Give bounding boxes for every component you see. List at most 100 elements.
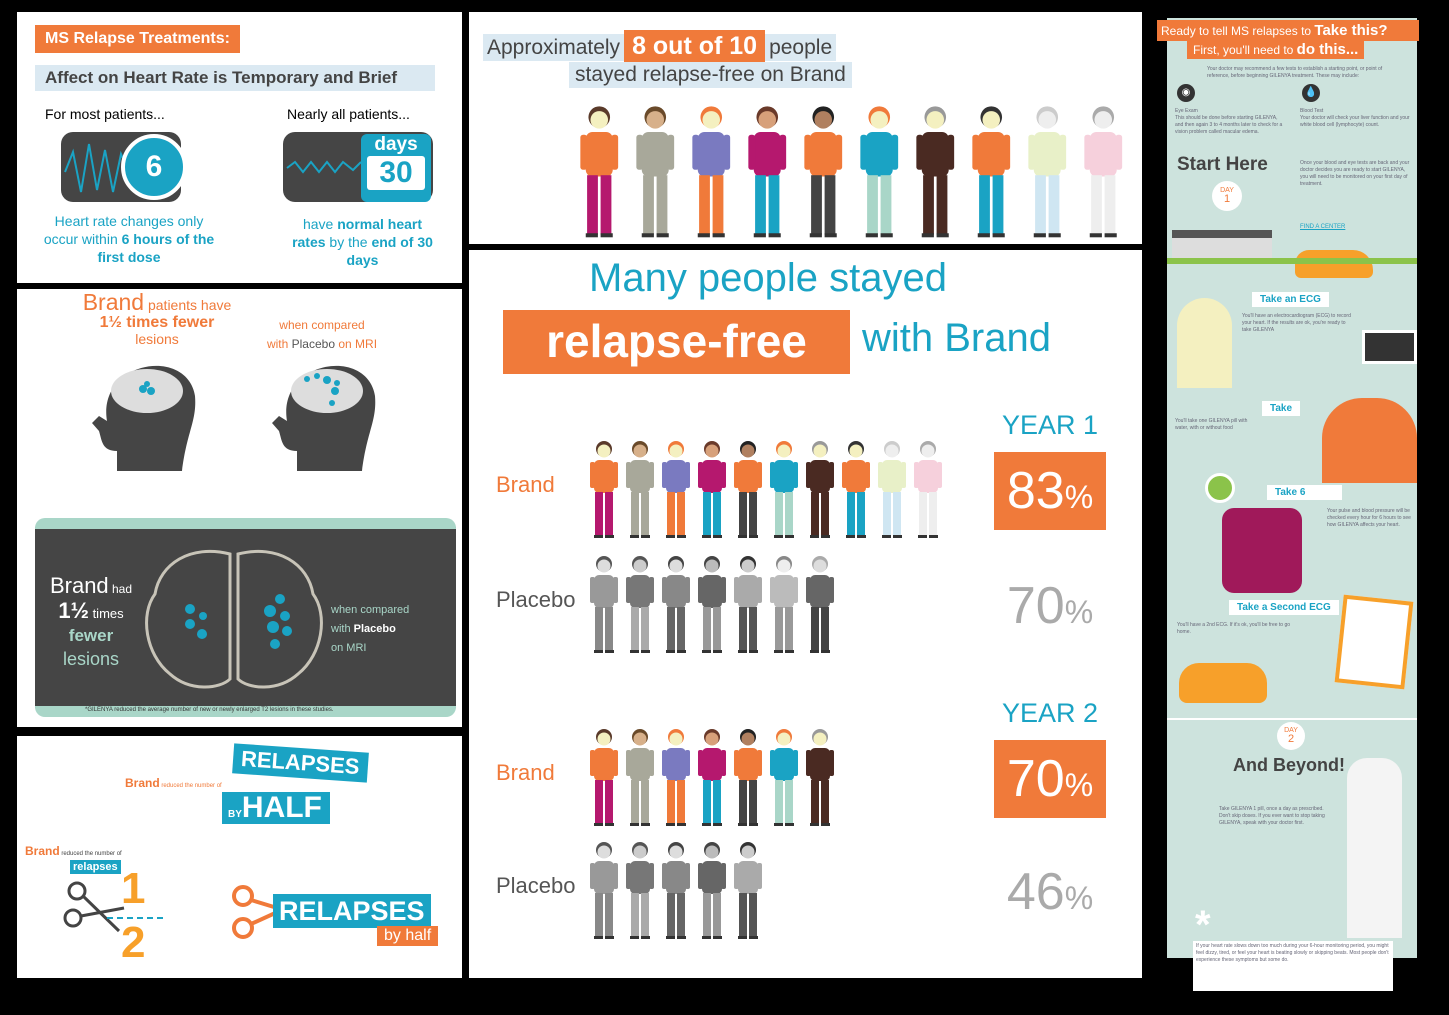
person-figure <box>590 556 618 653</box>
eye-title: Eye Exam <box>1175 108 1198 114</box>
person-figure <box>636 106 675 238</box>
person-figure <box>860 106 899 238</box>
blood-title: Blood Test <box>1300 108 1324 114</box>
by-half-badge: BYHALF <box>222 792 330 824</box>
eye-icon: ◉ <box>1177 84 1195 102</box>
day-label: DAY <box>1220 187 1234 194</box>
brand-word: Brand <box>25 844 60 858</box>
people-row <box>580 106 1123 238</box>
relapse-free-panel: Many people stayed relapse-free with Bra… <box>469 250 1142 978</box>
asterisk-icon: * <box>1195 903 1211 947</box>
percent-number: 46 <box>1006 863 1065 921</box>
ecg-monitor-icon <box>1362 330 1417 364</box>
right-intro: Nearly all patients... <box>287 106 410 122</box>
person-figure <box>580 106 619 238</box>
step-second-ecg: Take a Second ECG <box>1229 600 1339 615</box>
hours-number: 6 <box>145 150 163 183</box>
compare-mri: on MRI <box>335 337 378 351</box>
person-figure <box>662 441 690 538</box>
percent-unit: % <box>1064 479 1094 515</box>
half-word: HALF <box>241 791 322 824</box>
people-row <box>590 729 834 826</box>
safety-note: If your heart rate slows down too much d… <box>1193 941 1393 991</box>
step-take-6: Take 6 <box>1267 485 1342 500</box>
heart-rate-panel: MS Relapse Treatments: Affect on Heart R… <box>17 12 462 283</box>
lesions-compare: when compared with Placebo on MRI <box>252 316 392 354</box>
person-figure <box>806 556 834 653</box>
journey-header-2: First, you'll need to do this... <box>1187 40 1365 59</box>
person-figure <box>734 556 762 653</box>
approx-line1: Approximately 8 out of 10 people <box>483 30 837 62</box>
person-figure <box>692 106 731 238</box>
approx-highlight: 8 out of 10 <box>624 30 766 62</box>
person-figure <box>804 106 843 238</box>
start-text: Once your blood and eye tests are back a… <box>1300 160 1410 187</box>
relapses-caption-2: Brand reduced the number of <box>25 844 122 858</box>
step1-text: You'll have an electrocardiogram (ECG) t… <box>1242 313 1351 333</box>
armchair-icon <box>1222 508 1302 593</box>
clock-icon: 6 <box>121 134 187 200</box>
head-icon-placebo <box>272 365 376 471</box>
dark-compare-with: with <box>331 623 354 635</box>
reduced-text: reduced the number of <box>59 851 122 857</box>
row-label: Brand <box>496 472 555 497</box>
dark-compare1: when compared <box>331 604 410 616</box>
step-take-ecg: Take an ECG <box>1252 292 1329 307</box>
person-figure <box>1028 106 1067 238</box>
header2a: First, you'll need to <box>1193 43 1297 57</box>
right-text: have normal heart rates by the end of 30… <box>285 215 440 269</box>
right-text-c: by the <box>325 234 372 250</box>
calendar-icon: days 30 <box>361 134 431 202</box>
people-row <box>590 556 834 653</box>
percent-number: 70 <box>1006 577 1065 635</box>
dark-compare3: on MRI <box>331 642 367 654</box>
dark-had: had <box>108 582 133 596</box>
by-word: BY <box>228 809 242 820</box>
person-figure <box>806 441 834 538</box>
approx-pre: Approximately <box>483 34 625 61</box>
journey-header-1: Ready to tell MS relapses to Take this? <box>1157 20 1419 41</box>
blood-test: Blood Test Your doctor will check your li… <box>1300 108 1410 129</box>
brand-word: Brand <box>125 776 160 790</box>
find-center-link[interactable]: FIND A CENTER <box>1300 224 1346 230</box>
person-figure <box>698 441 726 538</box>
by-half-orange: by half <box>377 926 439 946</box>
lesions-heading: Brand patients have 1½ times fewer lesio… <box>67 291 247 348</box>
person-figure <box>626 729 654 826</box>
day2-badge: DAY 2 <box>1277 722 1305 750</box>
lesions-panel: Brand patients have 1½ times fewer lesio… <box>17 289 462 727</box>
ground <box>1167 258 1417 264</box>
right-text-b: normal heart rates <box>292 216 423 250</box>
percent-value: 46% <box>994 853 1106 931</box>
head-icon-brand <box>92 365 196 471</box>
person-figure <box>748 106 787 238</box>
percent-unit: % <box>1064 880 1094 916</box>
percent-unit: % <box>1064 767 1094 803</box>
dark-lesions: lesions <box>62 649 120 669</box>
relapses-caption-1: Brand reduced the number of <box>125 776 222 790</box>
day-number: 2 <box>1287 733 1295 745</box>
person-figure <box>662 556 690 653</box>
blood-text: Your doctor will check your liver functi… <box>1300 115 1410 128</box>
step4-text: You'll have a 2nd ECG. If it's ok, you'l… <box>1177 622 1291 635</box>
relapse-free-suffix: with Brand <box>862 316 1051 360</box>
beyond-text: Take GILENYA 1 pill, once a day as presc… <box>1219 806 1325 826</box>
header1a: Ready to tell MS relapses to <box>1161 24 1315 38</box>
person-figure <box>734 441 762 538</box>
person-figure <box>770 441 798 538</box>
year-label: YEAR 2 <box>1002 698 1099 728</box>
day-label: DAY <box>1284 727 1298 734</box>
person-figure <box>698 842 726 939</box>
brain-icon <box>145 549 323 689</box>
person-figure <box>842 441 870 538</box>
head-icons <box>92 365 376 471</box>
lesions-line2: 1½ times fewer <box>99 314 215 331</box>
start-here: Start Here <box>1177 154 1268 175</box>
relapse-free-headline: Many people stayed <box>589 256 948 300</box>
relapses-word-badge: RELAPSES <box>273 894 431 928</box>
clock-icon <box>1205 473 1235 503</box>
person-figure <box>590 842 618 939</box>
house-icon <box>1172 230 1272 260</box>
dark-fewer: fewer <box>68 626 114 645</box>
left-text-a: Heart rate changes only occur within <box>43 213 204 247</box>
